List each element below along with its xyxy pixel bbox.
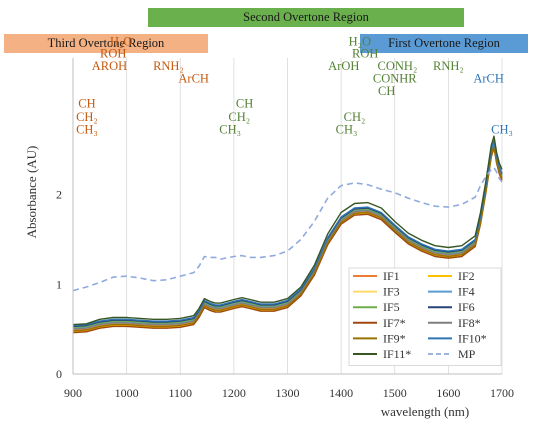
first-overtone-region-band: First Overtone Region — [360, 34, 528, 53]
third-overtone-region-band: Third Overtone Region — [4, 34, 208, 53]
x-tick-label: 1000 — [115, 386, 139, 400]
x-axis-title: wavelength (nm) — [381, 404, 469, 419]
series-line-if9star — [72, 145, 503, 332]
legend-label: IF3 — [383, 285, 400, 299]
x-tick-label: 1200 — [222, 386, 246, 400]
legend-label: MP — [458, 347, 476, 361]
annotation-third: ArCH — [178, 71, 209, 85]
annotation-first: ArCH — [473, 71, 504, 85]
x-tick-label: 1500 — [383, 386, 407, 400]
annotation-second: CONHR — [373, 71, 417, 85]
legend-label: IF6 — [458, 300, 475, 314]
series-line-mp — [72, 166, 503, 292]
annotation-second: CONH₂ — [378, 59, 418, 73]
second-overtone-region-band: Second Overtone Region — [148, 8, 464, 27]
annotation-first: CH₃ — [491, 123, 513, 137]
annotation-second: RNH₂ — [433, 59, 464, 73]
y-axis-title: Absorbance (AU) — [24, 146, 39, 239]
x-tick-label: 900 — [64, 386, 82, 400]
annotation-third: RNH₂ — [153, 59, 184, 73]
annotation-second: H₂O — [349, 35, 371, 49]
annotation-second: CH — [378, 84, 395, 98]
y-tick-label: 2 — [56, 188, 62, 202]
x-tick-label: 1600 — [436, 386, 460, 400]
x-tick-label: 1400 — [329, 386, 353, 400]
legend-label: IF7* — [383, 316, 406, 330]
legend: IF1 IF2 IF3 IF4 IF5 IF6 IF7* IF8* IF9* IF10* IF11*… — [353, 269, 487, 361]
annotation-third: CH — [78, 97, 95, 111]
annotation-third: CH₃ — [76, 123, 98, 137]
x-tick-label: 1700 — [490, 386, 514, 400]
annotation-second: CH₂ — [228, 110, 250, 124]
annotation-third: CH₂ — [76, 110, 98, 124]
annotation-third: H₂O — [110, 35, 132, 49]
annotation-second: CH₃ — [219, 123, 241, 137]
annotation-second: ArOH — [328, 59, 359, 73]
y-tick-label: 0 — [56, 367, 62, 381]
legend-label: IF4 — [458, 285, 475, 299]
annotation-second: CH₂ — [344, 110, 366, 124]
legend-label: IF1 — [383, 269, 400, 283]
vertical-gridlines — [126, 58, 503, 374]
annotation-second: ROH — [352, 46, 378, 60]
legend-label: IF9* — [383, 331, 406, 345]
x-tick-label: 1300 — [276, 386, 300, 400]
annotation-second: CH₃ — [336, 123, 358, 137]
x-tick-label: 1100 — [168, 386, 192, 400]
legend-label: IF2 — [458, 269, 475, 283]
axes: 900 1000 1100 1200 1300 1400 1500 1600 1700 0 1 2 — [56, 58, 514, 400]
legend-box — [348, 267, 502, 366]
y-tick-label: 1 — [56, 277, 62, 291]
series-line-if10star — [72, 140, 503, 327]
annotation-third: AROH — [92, 59, 127, 73]
legend-label: IF10* — [458, 331, 487, 345]
spectra-series — [72, 135, 503, 334]
legend-label: IF8* — [458, 316, 481, 330]
annotation-second: CH — [236, 97, 253, 111]
legend-label: IF5 — [383, 300, 400, 314]
legend-label: IF11* — [383, 347, 411, 361]
annotation-third: ROH — [100, 46, 126, 60]
series-line-if11star — [72, 135, 503, 326]
